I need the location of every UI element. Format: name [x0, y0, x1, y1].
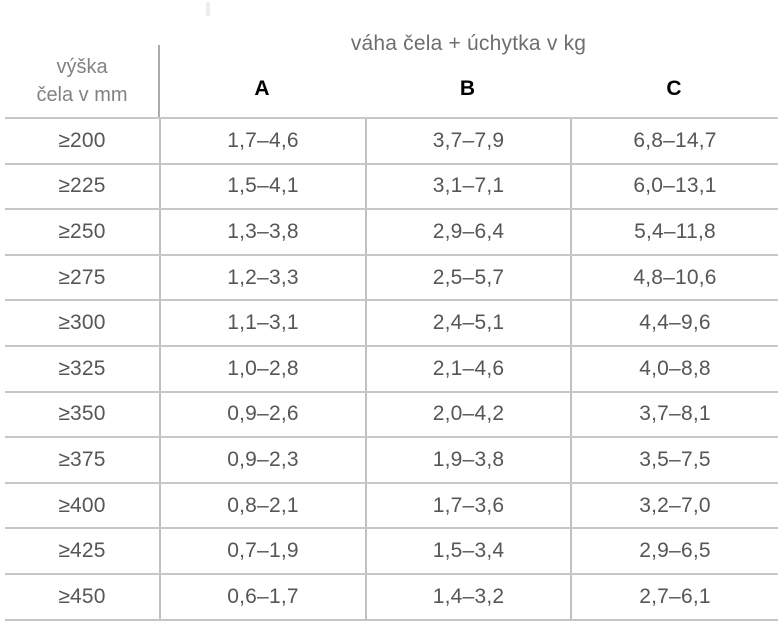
row-header-line2: čela v mm [36, 84, 128, 106]
column-header-a: A [254, 77, 270, 100]
col-b-cell: 2,1–4,6 [365, 346, 570, 391]
table-row: ≥375 0,9–2,3 1,9–3,8 3,5–7,5 [5, 436, 778, 482]
row-height-cell: ≥200 [58, 128, 106, 152]
row-height-cell: ≥325 [58, 356, 106, 380]
col-b-cell: 1,5–3,4 [365, 529, 570, 573]
column-header-row: A B C [159, 74, 778, 104]
row-height-cell: ≥400 [58, 493, 106, 517]
col-c-cell: 2,7–6,1 [570, 574, 778, 619]
row-height-cell: ≥450 [58, 584, 106, 608]
table-row: ≥425 0,7–1,9 1,5–3,4 2,9–6,5 [5, 527, 778, 573]
col-a-cell: 1,1–3,1 [159, 301, 365, 345]
row-header-line1: výška [56, 56, 108, 78]
col-a-cell: 1,2–3,3 [159, 255, 365, 300]
col-c-cell: 3,5–7,5 [570, 438, 778, 482]
col-c-cell: 5,4–11,8 [570, 210, 778, 254]
table-row: ≥275 1,2–3,3 2,5–5,7 4,8–10,6 [5, 253, 778, 300]
col-c-cell: 3,7–8,1 [570, 392, 778, 437]
table-title: váha čela + úchytka v kg [350, 32, 587, 55]
col-b-cell: 2,4–5,1 [365, 301, 570, 345]
row-height-cell: ≥300 [58, 311, 106, 335]
col-c-cell: 4,4–9,6 [570, 301, 778, 345]
table-row: ≥300 1,1–3,1 2,4–5,1 4,4–9,6 [5, 299, 778, 345]
table-row: ≥225 1,5–4,1 3,1–7,1 6,0–13,1 [5, 162, 778, 209]
col-c-cell: 4,0–8,8 [570, 346, 778, 391]
col-b-cell: 2,9–6,4 [365, 210, 570, 254]
row-height-cell: ≥350 [58, 402, 106, 426]
table-body: ≥200 1,7–4,6 3,7–7,9 6,8–14,7 ≥225 1,5–4… [5, 117, 778, 621]
col-a-cell: 0,9–2,6 [159, 392, 365, 437]
row-header-label: výška čela v mm [5, 53, 159, 109]
col-c-cell: 6,0–13,1 [570, 164, 778, 209]
col-b-cell: 3,1–7,1 [365, 164, 570, 209]
column-header-c: C [666, 77, 682, 100]
col-b-cell: 1,4–3,2 [365, 574, 570, 619]
header-divider-line [158, 45, 160, 117]
table-row: ≥450 0,6–1,7 1,4–3,2 2,7–6,1 [5, 572, 778, 619]
table-row: ≥200 1,7–4,6 3,7–7,9 6,8–14,7 [5, 117, 778, 163]
scan-artifact [206, 2, 210, 16]
col-a-cell: 0,8–2,1 [159, 483, 365, 528]
col-b-cell: 1,9–3,8 [365, 438, 570, 482]
col-c-cell: 2,9–6,5 [570, 529, 778, 573]
col-a-cell: 1,5–4,1 [159, 164, 365, 209]
col-b-cell: 2,5–5,7 [365, 255, 570, 300]
col-c-cell: 6,8–14,7 [570, 119, 778, 163]
col-c-cell: 3,2–7,0 [570, 483, 778, 528]
col-a-cell: 0,7–1,9 [159, 529, 365, 573]
table-row: ≥350 0,9–2,6 2,0–4,2 3,7–8,1 [5, 390, 778, 437]
table-row: ≥400 0,8–2,1 1,7–3,6 3,2–7,0 [5, 481, 778, 528]
row-height-cell: ≥225 [58, 174, 106, 198]
row-height-cell: ≥425 [58, 539, 106, 563]
col-a-cell: 0,6–1,7 [159, 574, 365, 619]
row-height-cell: ≥250 [58, 219, 106, 243]
table-row: ≥250 1,3–3,8 2,9–6,4 5,4–11,8 [5, 208, 778, 254]
row-height-cell: ≥375 [58, 447, 106, 471]
col-a-cell: 1,7–4,6 [159, 119, 365, 163]
column-header-b: B [459, 77, 476, 100]
col-a-cell: 1,0–2,8 [159, 346, 365, 391]
col-a-cell: 1,3–3,8 [159, 210, 365, 254]
col-b-cell: 3,7–7,9 [365, 119, 570, 163]
col-c-cell: 4,8–10,6 [570, 255, 778, 300]
table-row: ≥325 1,0–2,8 2,1–4,6 4,0–8,8 [5, 344, 778, 391]
row-height-cell: ≥275 [58, 265, 106, 289]
col-a-cell: 0,9–2,3 [159, 438, 365, 482]
col-b-cell: 2,0–4,2 [365, 392, 570, 437]
col-b-cell: 1,7–3,6 [365, 483, 570, 528]
